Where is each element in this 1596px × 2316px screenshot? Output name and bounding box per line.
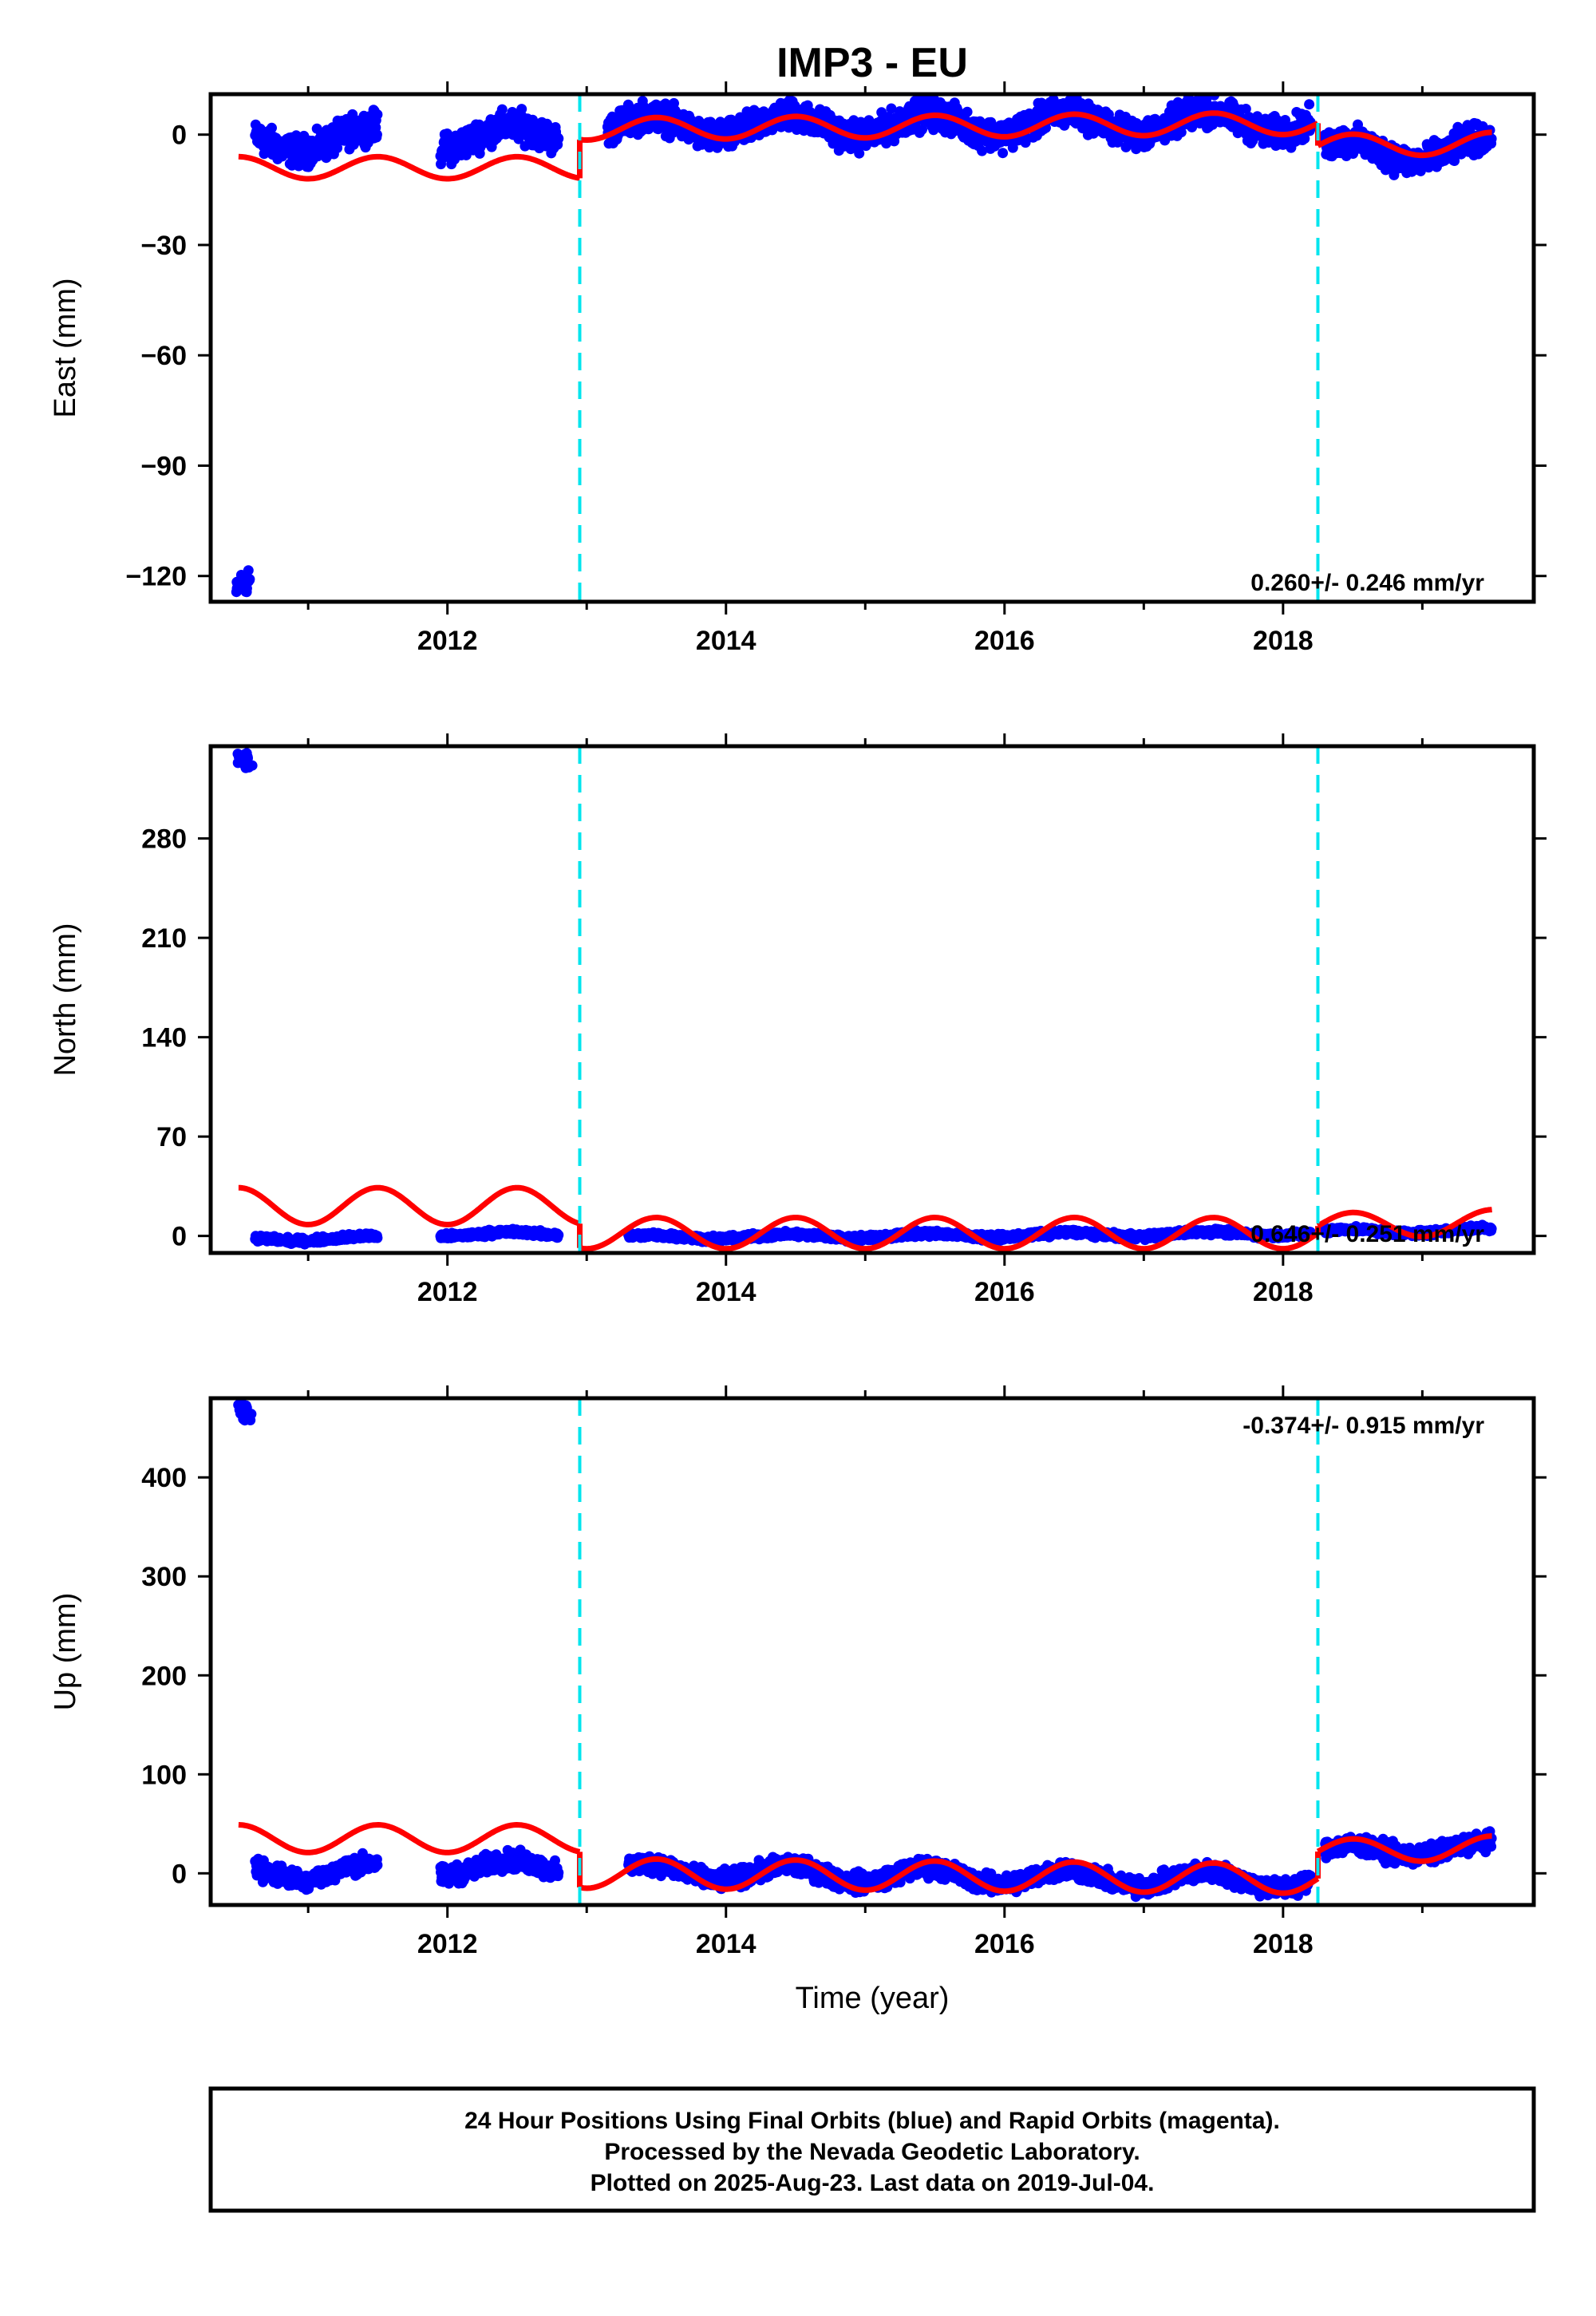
data-point	[496, 104, 508, 115]
data-point	[332, 142, 343, 153]
data-point	[917, 124, 927, 135]
rate-annotation: 0.260+/- 0.246 mm/yr	[1250, 570, 1484, 596]
x-tick-label: 2016	[974, 626, 1035, 656]
data-point	[371, 129, 382, 140]
model-curve	[1316, 129, 1495, 159]
data-points	[232, 748, 1497, 1250]
data-point	[1175, 127, 1187, 138]
y-tick-label: 0	[172, 121, 187, 151]
data-point	[372, 1232, 383, 1243]
y-tick-label: −30	[140, 231, 187, 261]
outlier-point	[241, 575, 252, 587]
data-point	[372, 109, 383, 120]
data-point	[516, 104, 527, 115]
data-point	[962, 106, 973, 117]
east-panel: 0 −30 −60 −90 −120 2012 2014 2016 2018 East (mm) 0…	[49, 81, 1547, 656]
plot-area	[232, 748, 1497, 1252]
x-tick-label: 2018	[1253, 626, 1314, 656]
data-point	[1304, 99, 1315, 110]
y-tick-label: −90	[140, 451, 187, 481]
data-point	[977, 145, 988, 156]
x-tick-label: 2012	[417, 626, 478, 656]
figure-title: IMP3 - EU	[776, 40, 968, 86]
data-point	[854, 148, 865, 159]
panel-frame	[208, 92, 1536, 604]
outlier-point	[231, 587, 242, 598]
data-point	[998, 148, 1009, 159]
model-curve	[579, 110, 1320, 143]
model-curve	[237, 153, 581, 182]
data-point	[1280, 115, 1290, 125]
y-axis-label: East (mm)	[49, 278, 82, 417]
data-point	[267, 122, 277, 133]
x-tick-label: 2014	[696, 626, 757, 656]
plot-area	[231, 94, 1497, 598]
y-tick-label: −120	[125, 562, 187, 592]
data-point	[1486, 133, 1497, 144]
data-point	[886, 103, 897, 114]
data-points	[231, 94, 1497, 598]
data-point	[553, 1230, 564, 1240]
data-point	[553, 133, 564, 144]
y-tick-label: −60	[140, 341, 187, 371]
data-point	[735, 112, 745, 123]
data-point	[1020, 137, 1031, 148]
data-point	[1240, 104, 1251, 114]
